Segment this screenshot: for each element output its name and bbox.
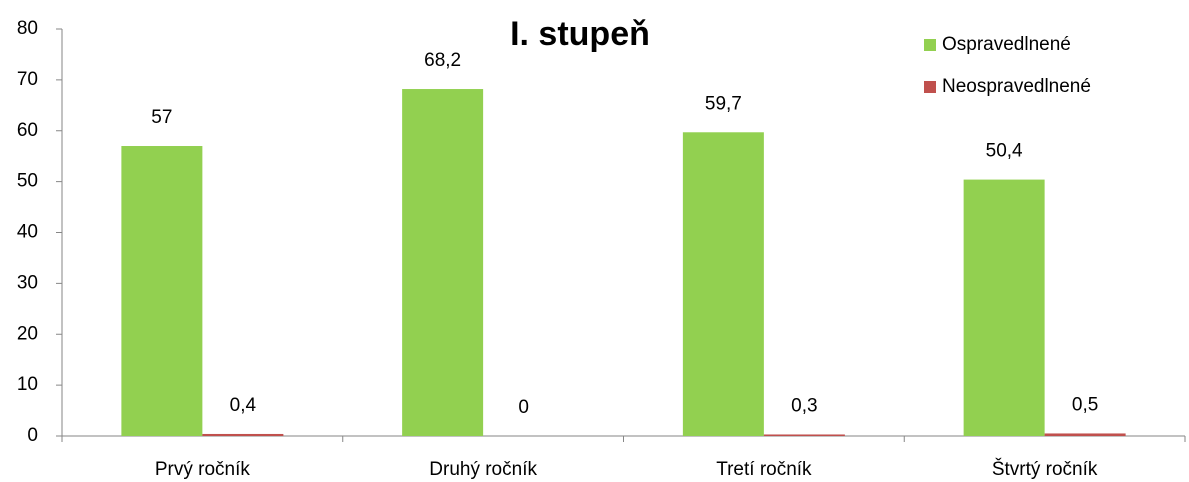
x-tick-label: Štvrtý ročník	[992, 458, 1098, 480]
data-label: 68,2	[424, 50, 461, 71]
data-label: 59,7	[705, 93, 742, 114]
bar	[763, 434, 845, 436]
data-label: 57	[151, 107, 172, 128]
y-tick-label: 40	[17, 222, 38, 243]
legend-swatch	[924, 81, 936, 93]
chart-title: I. stupeň	[510, 15, 650, 53]
bar	[963, 179, 1045, 436]
bar	[402, 89, 484, 436]
data-label: 0,4	[230, 395, 257, 416]
data-label: 0,3	[791, 395, 817, 416]
bar	[121, 146, 203, 436]
y-tick-label: 10	[17, 374, 38, 395]
x-tick-label: Tretí ročník	[716, 459, 812, 480]
y-tick-label: 60	[17, 120, 38, 141]
x-tick-label: Prvý ročník	[155, 459, 251, 480]
y-tick-label: 70	[17, 69, 38, 90]
data-label: 0	[518, 397, 529, 418]
y-tick-label: 0	[27, 425, 38, 446]
y-tick-label: 20	[17, 323, 38, 344]
bar	[202, 433, 284, 436]
legend-swatch	[924, 39, 936, 51]
legend-label: Ospravedlnené	[942, 34, 1071, 55]
bar	[1044, 433, 1126, 436]
x-tick-label: Druhý ročník	[429, 459, 537, 480]
data-label: 50,4	[986, 141, 1023, 162]
bar	[682, 132, 764, 436]
legend-label: Neospravedlnené	[942, 76, 1091, 97]
data-label: 0,5	[1072, 394, 1098, 415]
y-tick-label: 30	[17, 272, 38, 293]
y-tick-label: 50	[17, 171, 38, 192]
y-tick-label: 80	[17, 18, 38, 39]
